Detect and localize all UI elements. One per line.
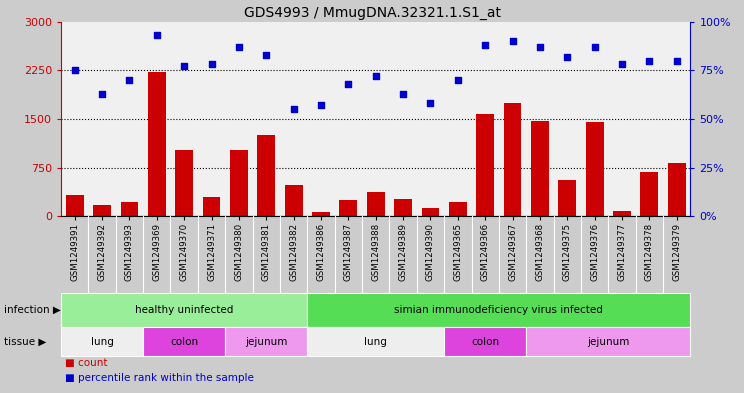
Point [68,67,80,73]
Point [397,90,409,97]
Text: jejunum: jejunum [245,336,287,347]
Bar [531,121,549,216]
Text: jejunum: jejunum [587,336,629,347]
Text: colon: colon [471,336,499,347]
Text: colon: colon [170,336,198,347]
Point [507,38,519,44]
Point [96,90,108,97]
Point [561,53,573,60]
Bar [394,199,412,216]
Text: simian immunodeficiency virus infected: simian immunodeficiency virus infected [394,305,603,315]
Bar [202,197,220,216]
Text: tissue ▶: tissue ▶ [4,336,46,347]
Point [205,61,217,68]
Bar [339,200,357,216]
Text: GDS4993 / MmugDNA.32321.1.S1_at: GDS4993 / MmugDNA.32321.1.S1_at [243,6,501,20]
Bar [148,72,166,216]
Text: ■ count: ■ count [65,358,107,367]
Point [425,100,437,107]
Point [179,63,190,70]
Bar [312,212,330,216]
Point [479,42,491,48]
Text: infection ▶: infection ▶ [4,305,60,315]
Bar [121,202,138,216]
Point [370,73,382,79]
Bar [559,180,576,216]
Point [260,51,272,58]
Bar [613,211,631,216]
Bar [504,103,522,216]
Text: lung: lung [365,336,387,347]
Bar [176,150,193,216]
Bar [65,195,83,216]
Bar [641,172,658,216]
Bar [668,163,686,216]
Point [589,44,600,50]
Point [288,106,300,112]
Text: healthy uninfected: healthy uninfected [135,305,234,315]
Point [315,102,327,108]
Bar [257,135,275,216]
Bar [285,185,303,216]
Text: lung: lung [91,336,114,347]
Point [644,57,655,64]
Bar [230,150,248,216]
Point [534,44,546,50]
Bar [586,122,603,216]
Point [342,81,354,87]
Bar [367,192,385,216]
Point [151,32,163,39]
Bar [422,208,440,216]
Point [616,61,628,68]
Point [124,77,135,83]
Point [452,77,464,83]
Point [233,44,245,50]
Bar [476,114,494,216]
Bar [93,205,111,216]
Text: ■ percentile rank within the sample: ■ percentile rank within the sample [65,373,254,383]
Bar [449,202,466,216]
Point [671,57,683,64]
